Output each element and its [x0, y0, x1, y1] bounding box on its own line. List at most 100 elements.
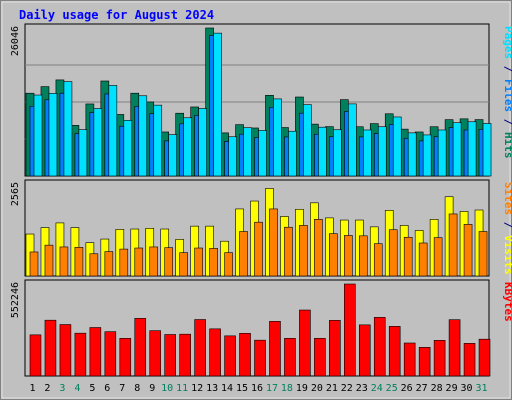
series-axis-label-part: /	[502, 59, 512, 79]
bar-kbytes-day-17	[269, 321, 281, 377]
series-axis-label-part: Hits	[502, 132, 512, 159]
bar-pages-day-16	[258, 130, 267, 177]
x-tick-label: 8	[134, 383, 140, 394]
series-axis-label-part: /	[502, 112, 512, 132]
bar-sites-day-23	[358, 235, 368, 277]
bar-sites-day-29	[448, 213, 458, 277]
bar-pages-day-17	[273, 98, 282, 177]
x-tick-label: 21	[326, 383, 338, 394]
bar-pages-day-26	[407, 132, 417, 177]
x-tick-label: 6	[104, 383, 110, 394]
bar-pages-day-10	[168, 134, 178, 177]
x-tick-label: 7	[119, 383, 125, 394]
x-tick-label: 22	[341, 383, 353, 394]
bar-sites-day-24	[373, 243, 383, 277]
x-tick-label: 10	[161, 383, 173, 394]
bar-sites-day-25	[388, 229, 398, 277]
bar-kbytes-day-21	[329, 320, 341, 377]
bar-pages-day-20	[318, 126, 327, 177]
bar-sites-day-9	[149, 246, 159, 277]
bar-pages-day-25	[392, 116, 402, 177]
x-tick-label: 14	[221, 383, 233, 394]
bar-pages-day-3	[63, 81, 73, 177]
bar-kbytes-day-4	[74, 332, 87, 377]
bar-kbytes-day-9	[149, 330, 162, 377]
bar-kbytes-day-29	[448, 319, 461, 377]
bar-pages-day-12	[198, 108, 207, 177]
series-axis-label: Pages / Files / Hits	[502, 26, 512, 159]
bar-sites-day-15	[239, 231, 248, 277]
bar-pages-day-2	[48, 93, 58, 177]
bar-sites-day-30	[463, 224, 473, 277]
x-tick-label: 28	[431, 383, 443, 394]
x-tick-label: 30	[461, 383, 473, 394]
x-tick-label: 17	[266, 383, 278, 394]
series-axis-label-part: Pages	[502, 26, 512, 59]
x-tick-label: 24	[371, 383, 383, 394]
x-axis-day-labels: 1 2 3 4 5 6 7 8 9 10 11 12 13 14 15 16 17 18 19 20 21 22 23 24 2…	[29, 383, 487, 394]
bar-kbytes-day-3	[59, 324, 72, 377]
bar-kbytes-day-14	[224, 335, 236, 377]
bar-sites-day-12	[194, 247, 203, 277]
x-tick-label: 25	[386, 383, 398, 394]
bar-pages-day-1	[33, 94, 43, 177]
bar-sites-day-31	[478, 231, 488, 277]
bar-pages-day-27	[422, 134, 432, 177]
x-tick-label: 13	[206, 383, 218, 394]
bar-sites-day-2	[44, 244, 54, 277]
bar-sites-day-13	[209, 248, 218, 277]
x-tick-label: 3	[59, 383, 65, 394]
bar-pages-day-15	[243, 127, 252, 177]
bar-kbytes-day-28	[433, 340, 446, 377]
bar-kbytes-day-13	[209, 328, 221, 377]
panel-kbytes: 552246 KBytes	[10, 279, 512, 377]
x-tick-label: 12	[191, 383, 203, 394]
bar-sites-day-14	[224, 252, 233, 277]
bar-pages-day-21	[333, 129, 342, 177]
bar-pages-day-13	[213, 32, 222, 177]
bar-pages-day-28	[437, 129, 447, 177]
x-tick-label: 9	[149, 383, 155, 394]
series-axis-label-part: /	[502, 215, 512, 235]
x-tick-label: 2	[44, 383, 50, 394]
bar-sites-day-11	[179, 252, 188, 277]
x-tick-label: 11	[176, 383, 188, 394]
series-axis-label: Sites / Visits	[502, 182, 512, 275]
bar-pages-day-6	[108, 85, 118, 177]
bar-pages-day-19	[303, 104, 312, 177]
bar-sites-day-18	[284, 226, 293, 277]
bar-kbytes-day-23	[358, 324, 371, 377]
bar-pages-day-31	[482, 123, 492, 177]
bar-kbytes-day-16	[254, 339, 266, 377]
x-tick-label: 31	[475, 383, 487, 394]
bar-pages-day-30	[467, 121, 477, 177]
bar-kbytes-day-22	[344, 283, 356, 377]
bar-sites-day-19	[299, 225, 308, 277]
bar-kbytes-day-6	[104, 331, 117, 377]
bar-sites-day-21	[329, 233, 338, 277]
x-tick-label: 19	[296, 383, 308, 394]
bar-sites-day-10	[164, 247, 174, 277]
x-tick-label: 18	[281, 383, 293, 394]
bar-sites-day-7	[119, 248, 129, 277]
bar-sites-day-22	[344, 235, 353, 277]
y-axis-max-label: 26046	[10, 26, 21, 56]
bar-kbytes-day-31	[478, 338, 491, 377]
bar-kbytes-day-2	[44, 319, 57, 377]
bar-pages-day-7	[123, 120, 133, 177]
panel-visits-sites: 2565 Sites / Visits	[10, 179, 512, 277]
bar-pages-day-29	[452, 122, 462, 177]
series-pages	[33, 32, 492, 177]
bar-kbytes-day-5	[89, 327, 102, 377]
y-axis-max-label: 552246	[10, 282, 21, 318]
bar-sites-day-26	[403, 236, 413, 277]
bar-pages-day-24	[377, 126, 387, 177]
bar-kbytes-day-7	[119, 338, 132, 377]
bar-kbytes-day-30	[463, 343, 476, 377]
bar-sites-day-27	[418, 242, 428, 277]
bar-sites-day-1	[29, 251, 39, 277]
bar-kbytes-day-27	[418, 347, 431, 377]
bar-kbytes-day-20	[314, 338, 326, 377]
bar-sites-day-17	[269, 208, 278, 277]
bar-sites-day-8	[134, 247, 144, 277]
